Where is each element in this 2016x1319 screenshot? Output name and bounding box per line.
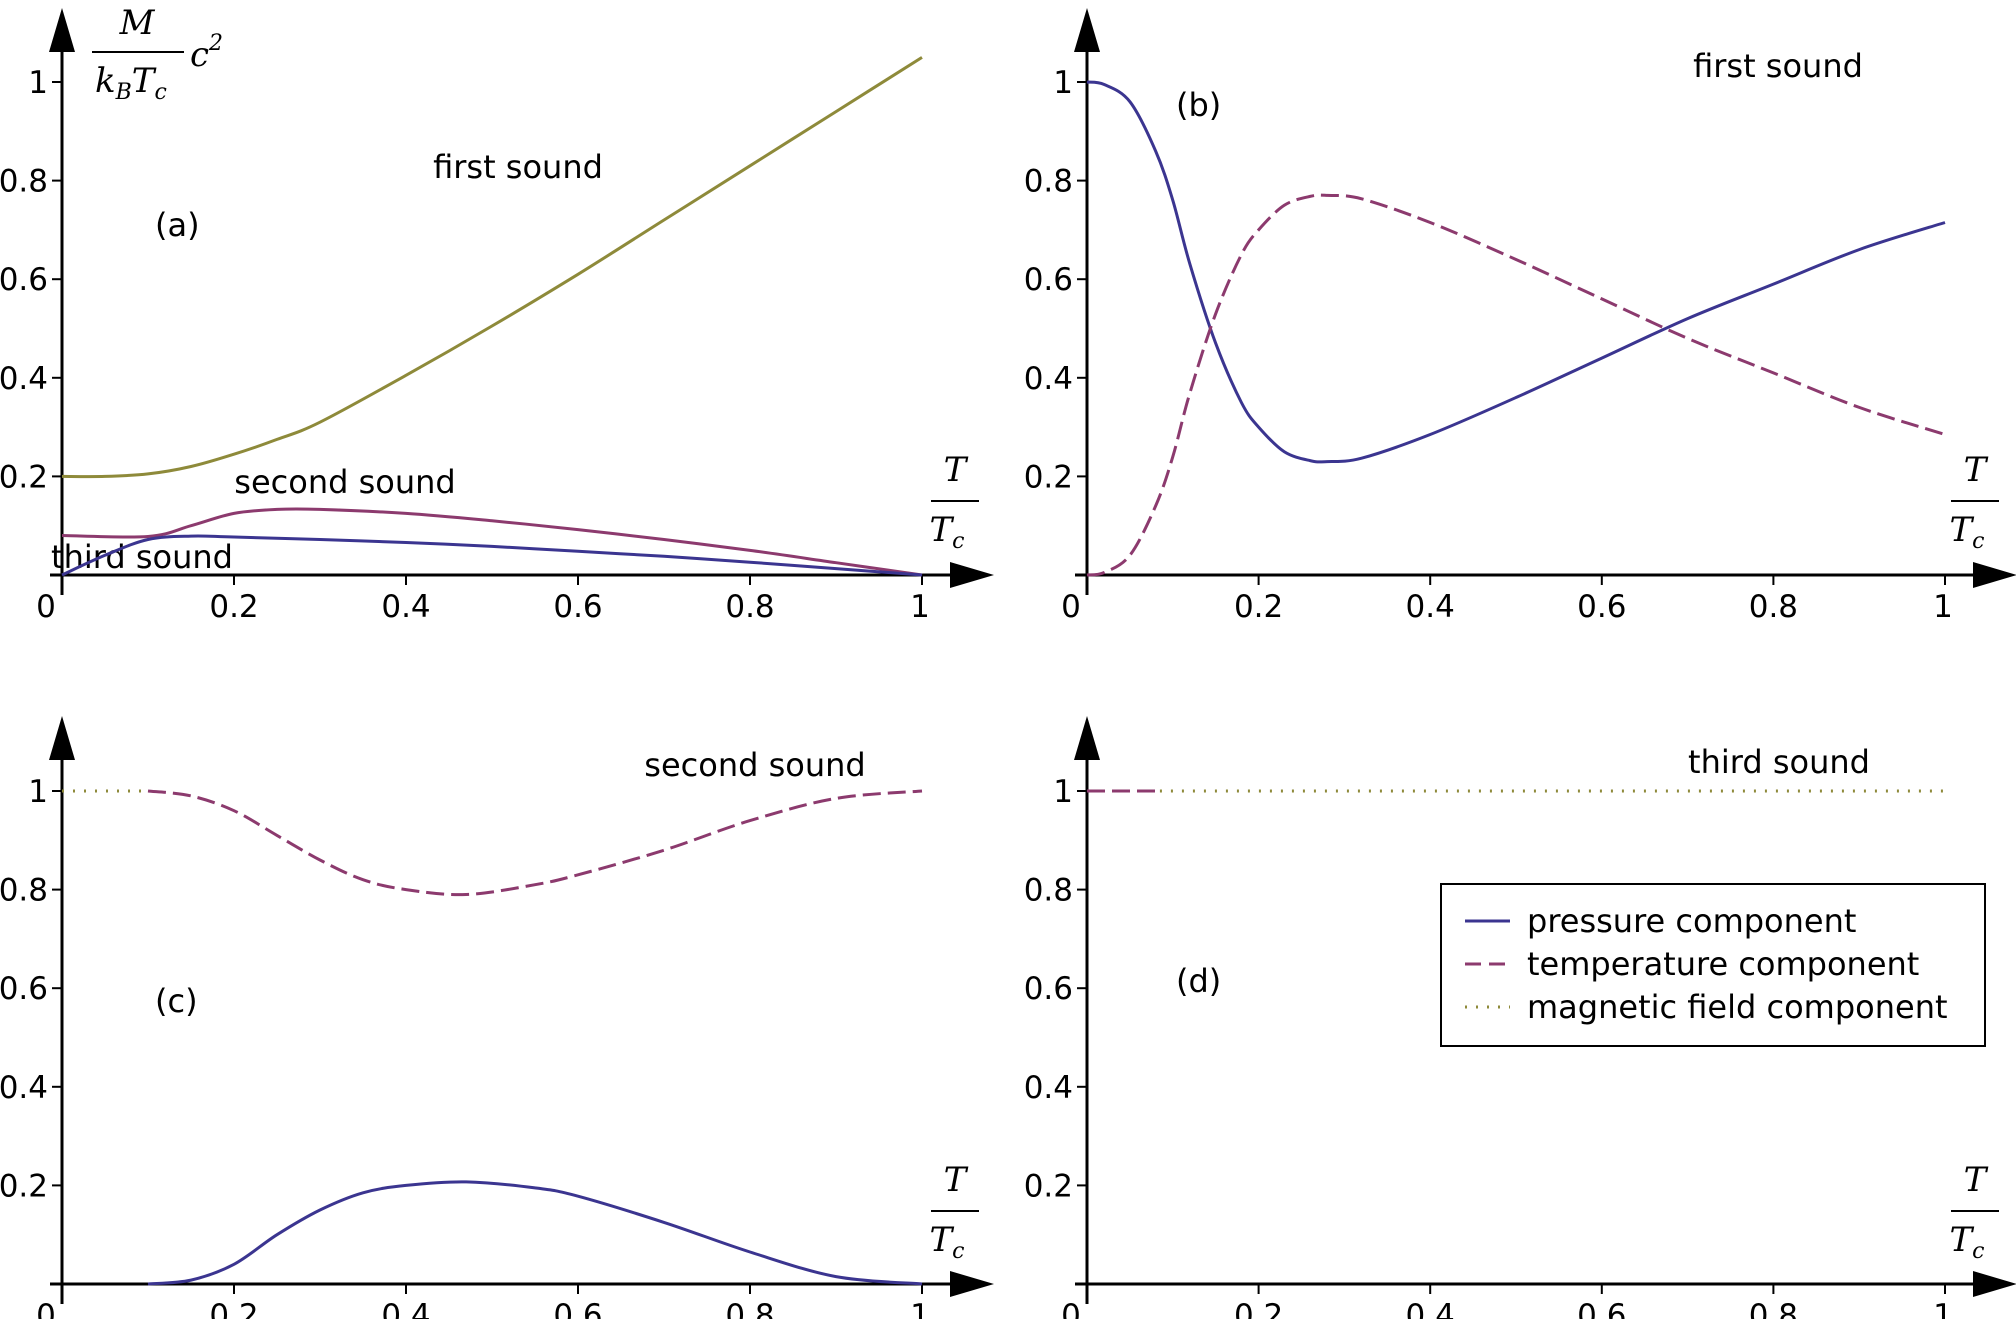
x-tick-label: 0 bbox=[1061, 1298, 1081, 1319]
y-tick-label: 0.8 bbox=[0, 164, 48, 200]
ylabel-c: c2 bbox=[190, 31, 223, 75]
y-tick-label: 0.6 bbox=[0, 262, 48, 298]
y-axis-arrowhead bbox=[1074, 716, 1100, 760]
x-tick-label: 0.6 bbox=[553, 1298, 602, 1319]
y-tick-label: 1 bbox=[1053, 774, 1073, 810]
y-tick-label: 1 bbox=[28, 774, 48, 810]
annotation-first-sound: first sound bbox=[1693, 47, 1863, 85]
panel-a: 0 0.2 0.4 0.6 0.8 1 0.2 0.4 0.6 0.8 1 T Tc (a) first s… bbox=[0, 8, 994, 625]
y-axis-label: M kBTc c2 bbox=[92, 3, 223, 105]
series-magnetic-solid bbox=[61, 56, 923, 479]
x-tick-label: 0.8 bbox=[1749, 589, 1798, 625]
series-pressure-solid bbox=[61, 534, 923, 577]
xlabel-denominator: Tc bbox=[1949, 1220, 1984, 1264]
panel-tag: (a) bbox=[155, 206, 200, 244]
y-tick-label: 0.4 bbox=[0, 361, 48, 397]
panel-d: 0 0.2 0.4 0.6 0.8 1 0.2 0.4 0.6 0.8 1 T Tc (d) third s… bbox=[1024, 716, 2016, 1319]
y-tick-label: 0.2 bbox=[0, 459, 48, 495]
y-tick-label: 0.2 bbox=[1024, 459, 1073, 495]
y-tick-label: 0.6 bbox=[1024, 971, 1073, 1007]
y-axis-arrowhead bbox=[1074, 8, 1100, 52]
x-tick-label: 0.2 bbox=[1234, 589, 1283, 625]
x-tick-label: 0.8 bbox=[725, 1298, 774, 1319]
series-temperature bbox=[1086, 193, 1946, 577]
xlabel-numerator: T bbox=[1964, 1160, 1989, 1200]
y-tick-label: 0.8 bbox=[1024, 164, 1073, 200]
y-axis-arrowhead bbox=[49, 716, 75, 760]
x-axis-arrowhead bbox=[950, 1271, 994, 1297]
legend-pressure-label: pressure component bbox=[1527, 902, 1856, 940]
x-tick-label: 0.4 bbox=[381, 1298, 430, 1319]
legend-box bbox=[1440, 883, 1986, 1047]
y-tick-label: 0.4 bbox=[1024, 1070, 1073, 1106]
x-tick-label: 1 bbox=[910, 589, 930, 625]
xlabel-denominator: Tc bbox=[1949, 510, 1984, 554]
series-temperature-solid bbox=[61, 507, 923, 577]
x-axis-arrowhead bbox=[1973, 1271, 2016, 1297]
x-axis-label: T Tc bbox=[1949, 1160, 1999, 1264]
x-tick-label: 0.6 bbox=[1577, 1298, 1626, 1319]
x-tick-label: 1 bbox=[1933, 1298, 1953, 1319]
x-axis-arrowhead bbox=[950, 562, 994, 588]
ylabel-numerator: M bbox=[119, 3, 156, 43]
x-axis-arrowhead bbox=[1973, 562, 2016, 588]
xlabel-denominator: Tc bbox=[929, 510, 964, 554]
series-pressure bbox=[1086, 80, 1946, 464]
xlabel-denominator: Tc bbox=[929, 1220, 964, 1264]
x-tick-label: 0.2 bbox=[209, 1298, 258, 1319]
x-tick-label: 0.2 bbox=[209, 589, 258, 625]
x-tick-label: 0.8 bbox=[725, 589, 774, 625]
x-tick-label: 0 bbox=[36, 1298, 56, 1319]
x-tick-label: 1 bbox=[1933, 589, 1953, 625]
annotation-third-sound: third sound bbox=[51, 538, 233, 576]
panel-tag: (b) bbox=[1176, 86, 1221, 124]
y-tick-label: 0.2 bbox=[1024, 1168, 1073, 1204]
y-tick-label: 0.4 bbox=[1024, 361, 1073, 397]
x-tick-label: 0.6 bbox=[1577, 589, 1626, 625]
series-temperature bbox=[147, 789, 923, 897]
y-tick-label: 1 bbox=[1053, 65, 1073, 101]
x-tick-label: 0 bbox=[1061, 589, 1081, 625]
annotation-third-sound: third sound bbox=[1688, 743, 1870, 781]
legend-temperature-label: temperature component bbox=[1527, 945, 1919, 983]
annotation-second-sound: second sound bbox=[644, 746, 865, 784]
xlabel-numerator: T bbox=[944, 450, 969, 490]
y-tick-label: 0.6 bbox=[0, 971, 48, 1007]
y-tick-label: 0.2 bbox=[0, 1168, 48, 1204]
y-tick-label: 1 bbox=[28, 65, 48, 101]
panel-b: 0 0.2 0.4 0.6 0.8 1 0.2 0.4 0.6 0.8 1 T Tc (b) first s… bbox=[1024, 8, 2016, 625]
x-tick-label: 0.8 bbox=[1749, 1298, 1798, 1319]
x-tick-label: 0.6 bbox=[553, 589, 602, 625]
y-tick-label: 0.8 bbox=[1024, 873, 1073, 909]
x-tick-label: 0.2 bbox=[1234, 1298, 1283, 1319]
x-tick-label: 0.4 bbox=[381, 589, 430, 625]
y-tick-label: 0.4 bbox=[0, 1070, 48, 1106]
panel-tag: (d) bbox=[1176, 962, 1221, 1000]
y-tick-label: 0.6 bbox=[1024, 262, 1073, 298]
x-axis-label: T Tc bbox=[929, 450, 979, 554]
x-tick-label: 1 bbox=[910, 1298, 930, 1319]
y-axis-arrowhead bbox=[49, 8, 75, 52]
xlabel-numerator: T bbox=[1964, 450, 1989, 490]
panel-tag: (c) bbox=[155, 982, 198, 1020]
panel-c: 0 0.2 0.4 0.6 0.8 1 0.2 0.4 0.6 0.8 1 T Tc (c) second … bbox=[0, 716, 994, 1319]
x-axis-label: T Tc bbox=[929, 1160, 979, 1264]
x-tick-label: 0.4 bbox=[1406, 589, 1455, 625]
legend-magnetic-label: magnetic field component bbox=[1527, 988, 1948, 1026]
x-tick-label: 0.4 bbox=[1406, 1298, 1455, 1319]
y-tick-label: 0.8 bbox=[0, 873, 48, 909]
x-tick-label: 0 bbox=[36, 589, 56, 625]
xlabel-numerator: T bbox=[944, 1160, 969, 1200]
series-pressure bbox=[147, 1180, 923, 1286]
x-axis-label: T Tc bbox=[1949, 450, 1999, 554]
ylabel-denominator: kBTc bbox=[95, 61, 167, 105]
annotation-first-sound: first sound bbox=[433, 148, 603, 186]
legend: pressure component temperature component… bbox=[1440, 883, 1986, 1047]
annotation-second-sound: second sound bbox=[234, 463, 455, 501]
